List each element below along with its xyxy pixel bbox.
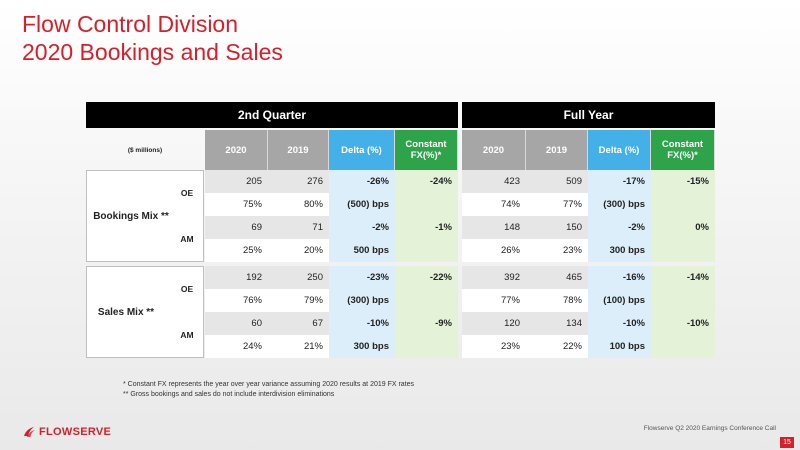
table-cell-fy-r6-c1: 134 [526,312,588,335]
table-cell-fy-r0-c2: -17% [588,170,651,193]
page-title: Flow Control Division 2020 Bookings and … [22,10,283,66]
table-cell-fy-r6-c2: -10% [588,312,651,335]
table-cell-q2-r1-c0: 75% [205,193,268,216]
table-cell-q2-r3-c1: 20% [268,239,329,262]
bookings-mix-box [86,170,204,262]
table-cell-q2-r4-c3: -22% [395,266,458,289]
col-fy-2020: 2020 [462,130,526,170]
table-cell-q2-r1-c1: 80% [268,193,329,216]
table-cell-q2-r5-c0: 76% [205,289,268,312]
footnote-constant-fx: * Constant FX represents the year over y… [123,381,415,388]
flowserve-logo-icon [24,427,35,437]
table-cell-fy-r2-c2: -2% [588,216,651,239]
table-cell-q2-r3-c3 [395,239,458,262]
table-cell-fy-r3-c3 [651,239,715,262]
table-cell-fy-r5-c2: (100) bps [588,289,651,312]
col-q2-constant-fx: Constant FX(%)* [395,130,458,170]
table-cell-q2-r0-c3: -24% [395,170,458,193]
col-q2-2019: 2019 [268,130,329,170]
table-cell-q2-r7-c2: 300 bps [329,335,395,358]
table-cell-fy-r7-c3 [651,335,715,358]
table-cell-q2-r1-c3 [395,193,458,216]
footnote-gross-bookings: ** Gross bookings and sales do not inclu… [123,391,335,398]
page-number: 15 [780,437,794,448]
table-cell-fy-r2-c3: 0% [651,216,715,239]
sales-am-label: AM [180,330,194,340]
table-cell-q2-r2-c0: 69 [205,216,268,239]
table-cell-q2-r7-c3 [395,335,458,358]
table-cell-fy-r7-c1: 22% [526,335,588,358]
table-cell-q2-r0-c1: 276 [268,170,329,193]
bookings-oe-label: OE [180,188,194,198]
table-cell-fy-r1-c2: (300) bps [588,193,651,216]
table-cell-q2-r2-c3: -1% [395,216,458,239]
table-cell-fy-r7-c0: 23% [462,335,526,358]
table-cell-q2-r0-c0: 205 [205,170,268,193]
title-line-2: 2020 Bookings and Sales [22,39,283,65]
table-cell-fy-r2-c1: 150 [526,216,588,239]
col-fy-2019: 2019 [526,130,588,170]
units-label: ($ millions) [127,146,163,154]
table-cell-fy-r0-c0: 423 [462,170,526,193]
table-cell-fy-r3-c2: 300 bps [588,239,651,262]
table-cell-fy-r6-c0: 120 [462,312,526,335]
table-cell-q2-r4-c0: 192 [205,266,268,289]
table-cell-fy-r3-c0: 26% [462,239,526,262]
table-cell-fy-r2-c0: 148 [462,216,526,239]
table-cell-q2-r0-c2: -26% [329,170,395,193]
table-cell-fy-r6-c3: -10% [651,312,715,335]
header-2nd-quarter: 2nd Quarter [86,102,458,128]
table-cell-q2-r5-c1: 79% [268,289,329,312]
flowserve-logo: FLOWSERVE [22,425,111,439]
table-cell-q2-r3-c2: 500 bps [329,239,395,262]
table-cell-q2-r3-c0: 25% [205,239,268,262]
table-cell-q2-r4-c2: -23% [329,266,395,289]
table-cell-q2-r6-c2: -10% [329,312,395,335]
conference-label: Flowserve Q2 2020 Earnings Conference Ca… [643,425,776,432]
table-cell-fy-r4-c3: -14% [651,266,715,289]
table-cell-fy-r1-c1: 77% [526,193,588,216]
sales-oe-label: OE [180,284,194,294]
table-cell-q2-r6-c1: 67 [268,312,329,335]
sales-mix-label: Sales Mix ** [97,306,155,318]
table-cell-q2-r2-c2: -2% [329,216,395,239]
table-cell-q2-r6-c0: 60 [205,312,268,335]
table-cell-q2-r6-c3: -9% [395,312,458,335]
col-q2-delta: Delta (%) [329,130,395,170]
col-fy-constant-fx: Constant FX(%)* [651,130,715,170]
title-line-1: Flow Control Division [22,11,239,37]
table-cell-fy-r1-c0: 74% [462,193,526,216]
table-cell-q2-r7-c0: 24% [205,335,268,358]
table-cell-fy-r4-c2: -16% [588,266,651,289]
logo-text: FLOWSERVE [39,426,112,438]
col-fy-delta: Delta (%) [588,130,651,170]
table-cell-fy-r0-c1: 509 [526,170,588,193]
table-cell-fy-r3-c1: 23% [526,239,588,262]
sales-mix-box [86,266,204,358]
header-full-year: Full Year [462,102,715,128]
col-q2-2020: 2020 [205,130,268,170]
table-cell-fy-r5-c3 [651,289,715,312]
bookings-mix-label: Bookings Mix ** [93,210,169,222]
table-cell-q2-r7-c1: 21% [268,335,329,358]
table-cell-fy-r1-c3 [651,193,715,216]
table-cell-q2-r4-c1: 250 [268,266,329,289]
table-cell-fy-r7-c2: 100 bps [588,335,651,358]
table-cell-fy-r5-c1: 78% [526,289,588,312]
table-cell-q2-r2-c1: 71 [268,216,329,239]
table-cell-fy-r5-c0: 77% [462,289,526,312]
bookings-am-label: AM [180,234,194,244]
table-cell-fy-r4-c0: 392 [462,266,526,289]
table-cell-q2-r5-c2: (300) bps [329,289,395,312]
table-cell-fy-r4-c1: 465 [526,266,588,289]
table-cell-q2-r1-c2: (500) bps [329,193,395,216]
table-cell-q2-r5-c3 [395,289,458,312]
table-cell-fy-r0-c3: -15% [651,170,715,193]
